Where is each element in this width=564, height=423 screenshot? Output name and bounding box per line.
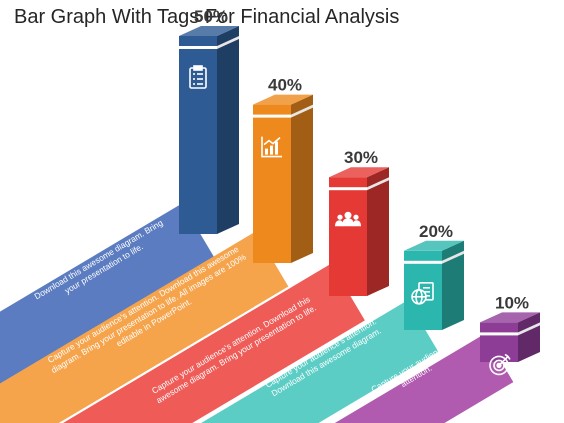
bar-band-side [442, 250, 464, 264]
bar-3 [329, 167, 389, 296]
bar-top [253, 94, 313, 105]
tag-ribbon-3 [63, 263, 365, 423]
bar-band-side [217, 36, 239, 49]
bar-band-side [367, 177, 389, 191]
bar-band [404, 260, 442, 264]
bar-band-side [291, 104, 313, 118]
bar-band [480, 332, 518, 336]
bar-front [329, 177, 367, 296]
bar-band [329, 187, 367, 191]
bar-5 [480, 312, 540, 376]
bar-band [253, 114, 291, 118]
globe-document-icon [411, 281, 434, 305]
bar-top [480, 312, 540, 323]
bar-top [179, 26, 239, 36]
bar-2 [253, 94, 313, 263]
bar-side [367, 167, 389, 296]
bar-1 [179, 26, 239, 234]
bar-front [253, 104, 291, 263]
tag-ribbon-5 [334, 333, 514, 423]
team-icon [335, 211, 361, 227]
bar-top [404, 240, 464, 251]
tag-ribbon-1 [0, 203, 214, 384]
bar-side [291, 94, 313, 263]
growth-chart-icon [261, 136, 282, 158]
target-icon [489, 353, 511, 376]
tag-ribbon-2 [0, 231, 289, 423]
bar-front [480, 322, 518, 362]
bar-label: 30% [344, 148, 378, 167]
bar-band-side [518, 322, 540, 336]
tag-ribbon-4 [201, 300, 439, 423]
bar-label: 40% [268, 76, 302, 95]
bar-side [217, 26, 239, 234]
bar-band [179, 46, 217, 49]
bar-side [518, 312, 540, 362]
bar-label: 10% [495, 293, 529, 312]
bar-4 [404, 240, 464, 330]
bar-label: 20% [419, 222, 453, 241]
bar-top [329, 167, 389, 178]
bar-label: 50% [194, 7, 228, 26]
clipboard-icon [189, 65, 207, 89]
page-title: Bar Graph With Tags For Financial Analys… [14, 6, 400, 28]
bar-side [442, 240, 464, 330]
